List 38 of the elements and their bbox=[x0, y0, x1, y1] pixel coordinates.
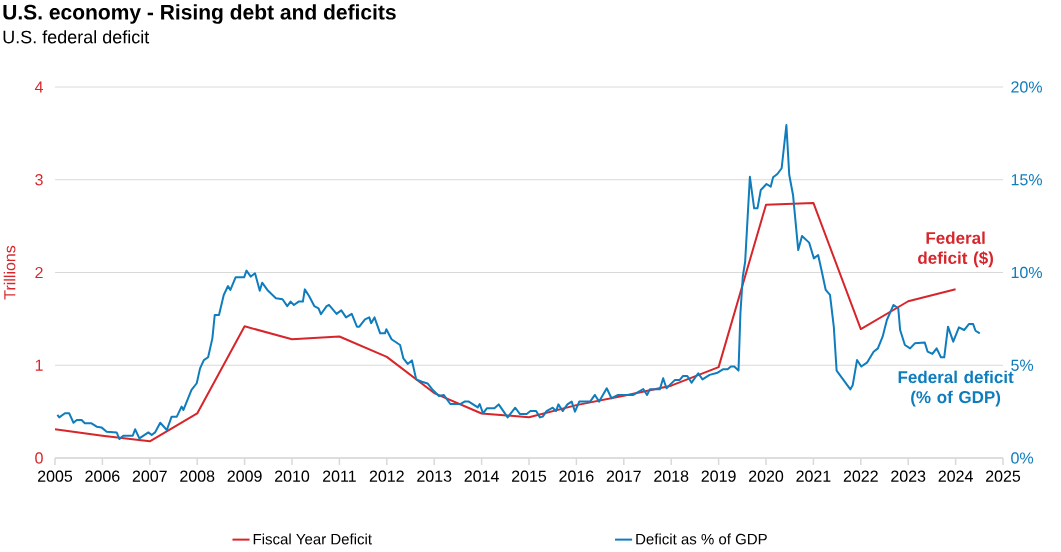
y2-tick-label: 20% bbox=[1011, 81, 1042, 93]
x-tick-label: 2014 bbox=[464, 470, 499, 482]
chart-title: U.S. economy - Rising debt and deficits bbox=[3, 4, 396, 24]
y-tick-label: 0 bbox=[35, 452, 43, 464]
x-tick-label: 2022 bbox=[843, 470, 878, 482]
y2-tick-label: 10% bbox=[1011, 266, 1042, 279]
x-tick-label: 2010 bbox=[275, 470, 310, 482]
x-tick-label: 2017 bbox=[606, 470, 641, 482]
x-tick-label: 2009 bbox=[227, 470, 262, 482]
y2-tick-label: 0% bbox=[1011, 452, 1034, 464]
x-tick-label: 2013 bbox=[417, 470, 452, 482]
annotation: Federal deficit ($) bbox=[918, 231, 994, 268]
x-tick-label: 2005 bbox=[38, 470, 73, 482]
x-tick-label: 2020 bbox=[749, 470, 784, 482]
x-tick-label: 2021 bbox=[796, 470, 831, 482]
y2-tick-label: 5% bbox=[1011, 359, 1034, 371]
y-tick-label: 3 bbox=[35, 174, 43, 186]
x-tick-label: 2006 bbox=[85, 470, 120, 482]
x-tick-label: 2018 bbox=[654, 470, 689, 482]
x-tick-label: 2011 bbox=[323, 470, 356, 482]
legend-label: Deficit as % of GDP bbox=[636, 533, 767, 545]
x-tick-label: 2019 bbox=[701, 470, 736, 482]
x-tick-label: 2012 bbox=[369, 470, 404, 482]
y-tick-label: 4 bbox=[34, 81, 43, 93]
x-tick-label: 2008 bbox=[180, 470, 215, 482]
chart-subtitle: U.S. federal deficit bbox=[3, 30, 150, 44]
y-axis-title: Trillions bbox=[3, 245, 16, 300]
y2-tick-label: 15% bbox=[1011, 174, 1042, 186]
x-tick-label: 2025 bbox=[986, 470, 1021, 482]
y-tick-label: 2 bbox=[35, 266, 43, 279]
x-tick-label: 2023 bbox=[891, 470, 926, 482]
annotation: Federal deficit (% of GDP) bbox=[898, 370, 1014, 407]
x-tick-label: 2007 bbox=[132, 470, 167, 482]
legend-label: Fiscal Year Deficit bbox=[253, 533, 372, 545]
x-tick-label: 2015 bbox=[512, 470, 547, 482]
y-tick-label: 1 bbox=[35, 359, 43, 371]
x-tick-label: 2024 bbox=[938, 470, 973, 482]
x-tick-label: 2016 bbox=[559, 470, 594, 482]
